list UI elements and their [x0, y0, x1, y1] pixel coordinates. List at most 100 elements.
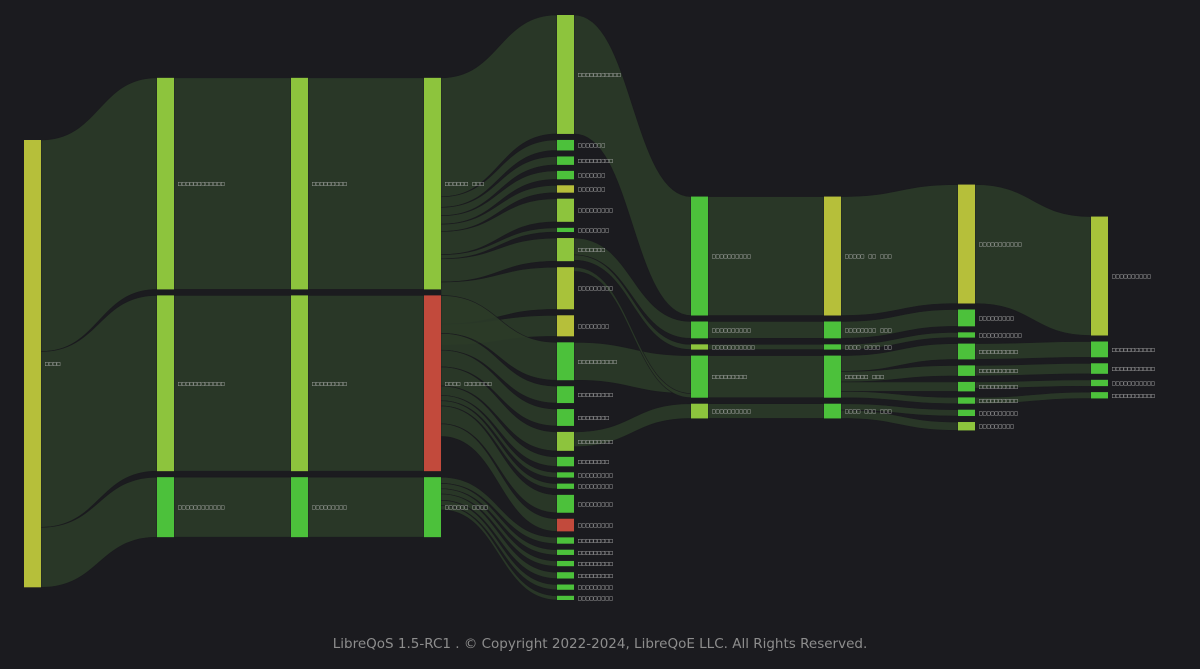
sankey-node-g4[interactable]: [691, 355, 708, 398]
sankey-node-i2[interactable]: [958, 309, 975, 327]
sankey-node-g1[interactable]: [691, 196, 708, 316]
sankey-node-e4[interactable]: [557, 431, 574, 451]
sankey-node-i3[interactable]: [958, 332, 975, 338]
sankey-node-label-c1: □□□□□□ □□□: [445, 181, 484, 188]
sankey-node-j5[interactable]: [1091, 392, 1108, 399]
footer-copyright: LibreQoS 1.5-RC1 . © Copyright 2022-2024…: [332, 636, 868, 652]
sankey-link-c2-e3: [440, 349, 558, 427]
sankey-node-i7[interactable]: [958, 397, 975, 404]
sankey-node-h4[interactable]: [824, 355, 841, 398]
sankey-node-a1[interactable]: [157, 77, 174, 290]
sankey-node-d1[interactable]: [557, 15, 574, 134]
sankey-node-j2[interactable]: [1091, 341, 1108, 358]
sankey-link-h5-i9: [840, 409, 959, 431]
sankey-node-label-j2: □□□□□□□□□□□: [1112, 346, 1155, 353]
sankey-node-d5[interactable]: [557, 185, 574, 193]
sankey-node-label-f1: □□□□□□□□□: [578, 538, 613, 545]
sankey-node-label-e5: □□□□□□□□: [578, 459, 609, 466]
sankey-node-f6[interactable]: [557, 595, 574, 600]
sankey-node-label-h1: □□□□□ □□ □□□: [845, 253, 892, 260]
sankey-link-g2-h2: [707, 321, 825, 339]
sankey-node-label-g2: □□□□□□□□□□: [712, 327, 751, 334]
sankey-node-g5[interactable]: [691, 403, 708, 419]
sankey-node-f3[interactable]: [557, 560, 574, 567]
sankey-node-d2[interactable]: [557, 139, 574, 151]
sankey-node-h2[interactable]: [824, 321, 841, 339]
sankey-node-label-d8: □□□□□□□: [578, 247, 605, 254]
sankey-node-label-c2: □□□□ □□□□□□□: [445, 380, 492, 387]
sankey-node-label-d9: □□□□□□□□□: [578, 285, 613, 292]
sankey-node-label-d10: □□□□□□□□: [578, 323, 609, 330]
sankey-node-h3[interactable]: [824, 344, 841, 350]
sankey-node-f1[interactable]: [557, 537, 574, 544]
sankey-node-j1[interactable]: [1091, 216, 1108, 336]
sankey-node-label-i5: □□□□□□□□□□: [979, 368, 1018, 375]
sankey-node-label-i3: □□□□□□□□□□□: [979, 332, 1022, 339]
sankey-node-c3[interactable]: [424, 477, 441, 538]
sankey-node-root[interactable]: [24, 140, 41, 588]
sankey-node-label-e7: □□□□□□□□□: [578, 483, 613, 490]
sankey-node-i8[interactable]: [958, 409, 975, 417]
sankey-node-d7[interactable]: [557, 227, 574, 233]
sankey-node-g2[interactable]: [691, 321, 708, 339]
sankey-node-b3[interactable]: [291, 477, 308, 538]
sankey-node-j4[interactable]: [1091, 379, 1108, 387]
sankey-node-i1[interactable]: [958, 184, 975, 304]
sankey-node-label-j4: □□□□□□□□□□□: [1112, 380, 1155, 387]
sankey-link-h1-i1: [840, 184, 959, 316]
sankey-node-label-f2: □□□□□□□□□: [578, 549, 613, 556]
sankey-node-h1[interactable]: [824, 196, 841, 316]
sankey-node-label-j1: □□□□□□□□□□: [1112, 273, 1151, 280]
sankey-node-i5[interactable]: [958, 365, 975, 376]
sankey-link-c1-d5: [440, 184, 558, 232]
sankey-node-label-h2: □□□□□□□□ □□□: [845, 327, 892, 334]
sankey-node-a2[interactable]: [157, 295, 174, 472]
sankey-link-c2-e1: [440, 295, 558, 381]
sankey-link-root-a3: [40, 476, 158, 588]
sankey-node-h5[interactable]: [824, 403, 841, 419]
sankey-node-i9[interactable]: [958, 422, 975, 431]
sankey-link-i1-j1: [974, 184, 1092, 336]
sankey-node-f5[interactable]: [557, 584, 574, 590]
sankey-node-label-d4: □□□□□□□: [578, 172, 605, 179]
sankey-node-label-h3: □□□□ □□□□ □□: [845, 344, 892, 351]
sankey-node-e8[interactable]: [557, 494, 574, 513]
sankey-node-c2[interactable]: [424, 295, 441, 472]
sankey-node-e7[interactable]: [557, 483, 574, 489]
sankey-node-d4[interactable]: [557, 170, 574, 180]
sankey-link-a3-b3: [173, 476, 292, 538]
sankey-node-e1[interactable]: [557, 342, 574, 381]
sankey-link-i4-j2: [974, 341, 1092, 360]
sankey-node-f4[interactable]: [557, 572, 574, 579]
sankey-node-label-b3: □□□□□□□□□: [312, 504, 347, 511]
sankey-link-c3-f2: [440, 483, 558, 556]
sankey-node-a3[interactable]: [157, 477, 174, 538]
sankey-node-g3[interactable]: [691, 344, 708, 350]
sankey-node-label-c3: □□□□□□ □□□□: [445, 504, 488, 511]
sankey-node-d8[interactable]: [557, 238, 574, 262]
sankey-node-label-g4: □□□□□□□□□: [712, 374, 747, 381]
sankey-node-d3[interactable]: [557, 156, 574, 165]
sankey-node-e9[interactable]: [557, 518, 574, 532]
sankey-node-c1[interactable]: [424, 77, 441, 290]
sankey-node-e3[interactable]: [557, 409, 574, 426]
sankey-node-label-e4: □□□□□□□□□: [578, 438, 613, 445]
sankey-node-d9[interactable]: [557, 267, 574, 310]
sankey-node-i6[interactable]: [958, 381, 975, 392]
sankey-node-f2[interactable]: [557, 549, 574, 555]
sankey-links: [40, 14, 1092, 601]
sankey-link-h4-i6: [840, 381, 959, 392]
sankey-node-d6[interactable]: [557, 198, 574, 222]
sankey-node-b2[interactable]: [291, 295, 308, 472]
sankey-node-e5[interactable]: [557, 456, 574, 467]
sankey-node-i4[interactable]: [958, 343, 975, 360]
sankey-node-d10[interactable]: [557, 315, 574, 337]
sankey-node-j3[interactable]: [1091, 363, 1108, 374]
sankey-node-b1[interactable]: [291, 77, 308, 290]
sankey-node-label-i6: □□□□□□□□□□: [979, 384, 1018, 391]
sankey-node-label-e9: □□□□□□□□□: [578, 522, 613, 529]
sankey-node-e2[interactable]: [557, 386, 574, 404]
sankey-node-label-g5: □□□□□□□□□□: [712, 408, 751, 415]
sankey-node-e6[interactable]: [557, 472, 574, 478]
sankey-link-h4-i5: [840, 365, 959, 383]
